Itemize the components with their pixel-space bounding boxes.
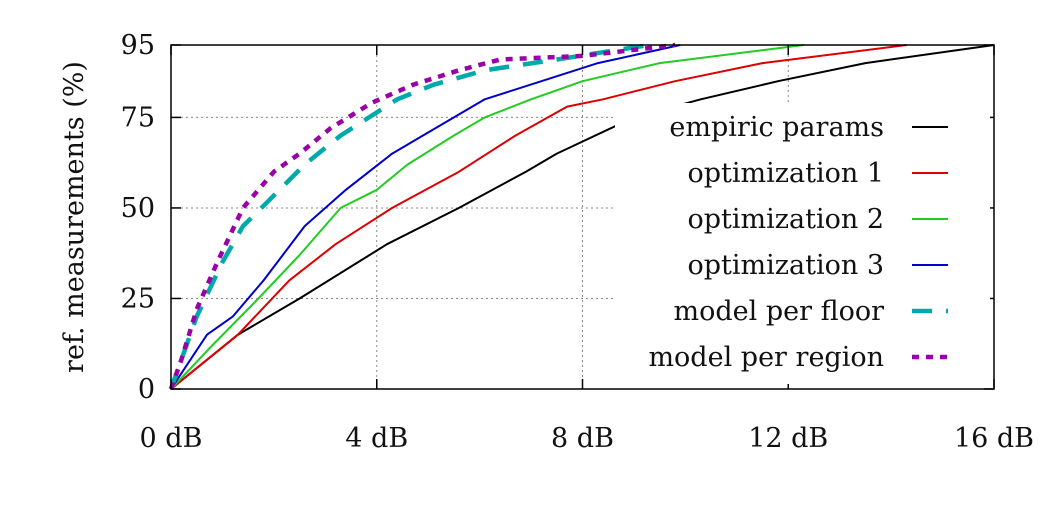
legend-background (615, 103, 990, 384)
x-tick-label: 4 dB (345, 423, 408, 454)
legend-label-6: model per region (648, 342, 884, 373)
legend-label-3: optimization 2 (688, 204, 884, 235)
y-tick-label: 75 (121, 102, 155, 133)
x-tick-label: 0 dB (140, 423, 203, 454)
series-line-1 (170, 44, 995, 390)
legend-label-2: optimization 1 (688, 158, 884, 189)
y-tick-label: 50 (121, 193, 155, 224)
legend-label-1: empiric params (669, 112, 884, 143)
y-tick-label: 25 (121, 283, 155, 314)
y-axis-label: ref. measurements (%) (59, 61, 90, 373)
series-line-4 (170, 44, 681, 390)
x-tick-label: 12 dB (748, 423, 828, 454)
x-tick-label: 8 dB (551, 423, 614, 454)
y-tick-label: 95 (121, 30, 155, 61)
legend-label-4: optimization 3 (688, 250, 884, 281)
series-line-3 (170, 44, 804, 390)
series-line-2 (170, 44, 907, 390)
axis-ticks: 0 dB 4 dB 8 dB 12 dB 16 dB 0 25 50 75 95 (121, 30, 1034, 454)
legend-label-5: model per floor (673, 296, 884, 327)
x-tick-label: 16 dB (954, 423, 1034, 454)
legend: empiric params optimization 1 optimization… (615, 103, 990, 384)
y-tick-label: 0 (138, 374, 155, 405)
series-lines (168, 42, 995, 390)
series-line-6 (168, 42, 676, 390)
series-line-5 (168, 42, 650, 390)
